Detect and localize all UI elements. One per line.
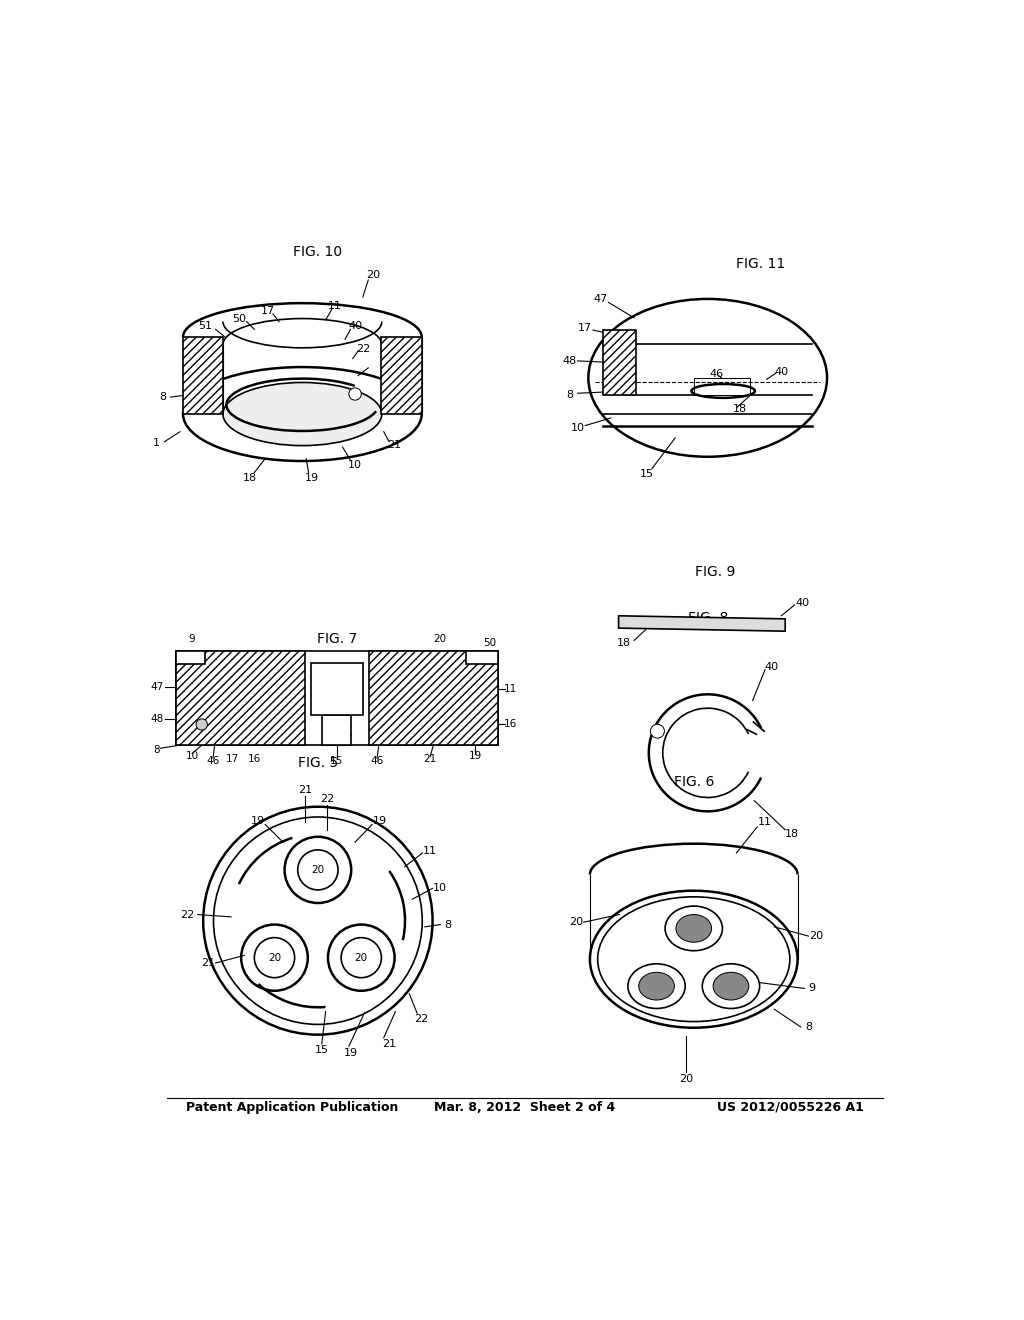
Circle shape [197,719,208,730]
Text: 20: 20 [354,953,368,962]
Text: 17: 17 [225,754,239,764]
Text: 51: 51 [199,321,213,331]
Ellipse shape [223,383,382,446]
Text: 40: 40 [796,598,809,607]
Text: 50: 50 [483,639,497,648]
Text: 20: 20 [679,1073,693,1084]
Text: 20: 20 [311,865,325,875]
Text: 46: 46 [710,370,724,379]
Text: 18: 18 [733,404,748,413]
Bar [183,337,223,414]
Text: 21: 21 [201,958,215,968]
Ellipse shape [676,915,712,942]
Text: 11: 11 [328,301,342,312]
Text: 9: 9 [808,983,815,994]
Text: 15: 15 [330,755,343,766]
Text: 10: 10 [185,751,199,760]
Bar [693,378,750,395]
Text: 48: 48 [562,356,577,366]
Text: FIG. 10: FIG. 10 [293,246,342,259]
Text: 20: 20 [433,634,446,644]
Text: 17: 17 [260,306,274,315]
Bar [176,651,205,664]
Text: 21: 21 [382,1039,396,1049]
Text: 10: 10 [570,422,585,433]
Text: 19: 19 [469,751,481,760]
Text: 19: 19 [343,1048,357,1059]
Text: 18: 18 [616,639,631,648]
Text: FIG. 8: FIG. 8 [687,611,728,626]
Text: Mar. 8, 2012  Sheet 2 of 4: Mar. 8, 2012 Sheet 2 of 4 [434,1101,615,1114]
Bar [311,664,362,715]
Text: 48: 48 [151,714,163,723]
Text: 18: 18 [243,473,257,483]
Text: 19: 19 [250,816,264,825]
Text: 22: 22 [321,795,334,804]
Text: 22: 22 [315,672,329,682]
Text: 8: 8 [805,1022,812,1032]
Ellipse shape [665,906,722,950]
Text: 8: 8 [160,392,167,403]
Text: 21: 21 [424,754,437,764]
Text: Patent Application Publication: Patent Application Publication [186,1101,398,1114]
Text: 15: 15 [314,1045,329,1055]
Text: 16: 16 [504,719,517,730]
Text: 17: 17 [579,323,592,333]
Bar [381,337,422,414]
Bar [323,715,351,744]
Text: 11: 11 [504,684,517,694]
Text: 46: 46 [207,755,220,766]
Text: 40: 40 [764,661,778,672]
Ellipse shape [639,973,675,1001]
Text: 47: 47 [151,682,163,692]
Text: 1: 1 [154,438,160,449]
Text: 20: 20 [809,931,823,941]
Text: 47: 47 [594,294,608,305]
Ellipse shape [702,964,760,1008]
Text: 20: 20 [569,917,583,927]
Text: 19: 19 [304,473,318,483]
Text: 46: 46 [371,755,384,766]
Text: FIG. 11: FIG. 11 [736,257,785,271]
Text: 10: 10 [348,459,362,470]
Text: FIG. 7: FIG. 7 [316,632,357,645]
Text: 22: 22 [355,345,370,354]
Text: 20: 20 [268,953,281,962]
Text: 11: 11 [758,817,772,828]
Circle shape [650,725,665,738]
Text: 8: 8 [566,389,573,400]
Text: 22: 22 [414,1014,428,1024]
Text: 8: 8 [154,744,160,755]
Text: 22: 22 [180,909,195,920]
Circle shape [349,388,361,400]
Text: 15: 15 [640,469,654,479]
Ellipse shape [628,964,685,1008]
Text: 9: 9 [188,634,196,644]
Text: 10: 10 [433,883,447,894]
Text: 21: 21 [387,440,400,450]
Text: 11: 11 [423,846,437,857]
Text: 21: 21 [298,785,312,795]
Text: US 2012/0055226 A1: US 2012/0055226 A1 [718,1101,864,1114]
Bar [369,651,498,744]
Text: 18: 18 [784,829,799,838]
Bar [603,330,636,395]
Text: FIG. 6: FIG. 6 [674,775,714,789]
Text: FIG. 9: FIG. 9 [695,565,735,579]
Text: 40: 40 [348,321,362,331]
Text: 40: 40 [774,367,788,376]
Text: 50: 50 [231,314,246,323]
Bar [176,651,498,744]
Text: 19: 19 [396,392,411,403]
Text: 8: 8 [444,920,452,929]
Polygon shape [618,615,785,631]
Text: 19: 19 [373,816,387,825]
Ellipse shape [713,973,749,1001]
Ellipse shape [183,367,422,461]
Bar [176,651,305,744]
Bar [466,651,498,664]
Text: FIG. 5: FIG. 5 [298,756,338,770]
Text: 16: 16 [248,754,261,764]
Text: 20: 20 [367,271,381,280]
